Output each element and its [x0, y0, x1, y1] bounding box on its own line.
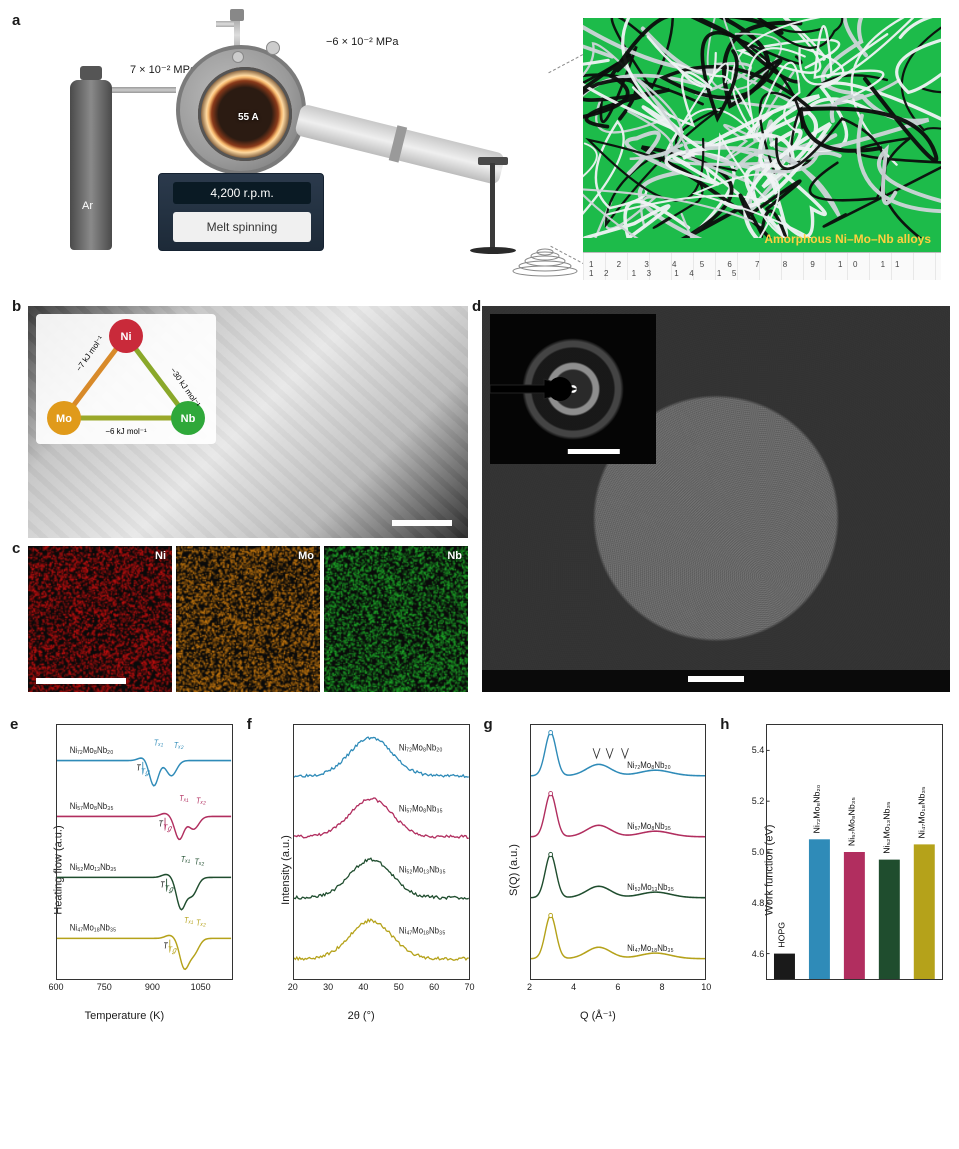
melt-spinning-schematic: 7 × 10⁻² MPa −6 × 10⁻² MPa Ar 55 A 4,200… — [70, 25, 530, 275]
machine-label: Melt spinning — [173, 212, 311, 242]
svg-text:Ni₄₇Mo₁₈Nb₃₅: Ni₄₇Mo₁₈Nb₃₅ — [917, 786, 926, 838]
panel-e: e Heating flow (a.u.) Ni₇₂Mo₈Nb₂₀TT𝑔Tₓ₁T… — [10, 716, 239, 1024]
svg-text:Nb: Nb — [181, 413, 196, 425]
panel-a-label: a — [12, 12, 20, 29]
svg-text:Ni₅₂Mo₁₃Nb₃₅: Ni₅₂Mo₁₃Nb₃₅ — [399, 864, 446, 875]
panel-e-label: e — [10, 716, 18, 733]
gauge-icon — [232, 51, 244, 63]
panel-d-hrtem — [482, 306, 950, 692]
panel-c-eds: Ni Mo Nb — [28, 546, 468, 692]
svg-text:Ni₅₂Mo₁₃Nb₃₅: Ni₅₂Mo₁₃Nb₃₅ — [627, 882, 674, 893]
x-axis-title: 2θ (°) — [348, 1010, 375, 1022]
panel-g: g S(Q) (a.u.) Ni₇₂Mo₈Nb₂₀ Ni₅₇Mo₈Nb₃₅ Ni₅₂… — [484, 716, 713, 1024]
panels-e-to-h-row: e Heating flow (a.u.) Ni₇₂Mo₈Nb₂₀TT𝑔Tₓ₁T… — [10, 716, 949, 1024]
svg-text:Ni₄₇Mo₁₈Nb₃₅: Ni₄₇Mo₁₈Nb₃₅ — [399, 925, 446, 936]
ejection-tube — [294, 103, 506, 185]
scalebar — [36, 678, 126, 684]
svg-text:Ni₄₇Mo₁₈Nb₃₅: Ni₄₇Mo₁₈Nb₃₅ — [627, 943, 674, 954]
argon-label: Ar — [82, 200, 93, 212]
svg-text:Ni₅₇Mo₈Nb₃₅: Ni₅₇Mo₈Nb₃₅ — [70, 800, 114, 811]
svg-text:Ni₇₂Mo₈Nb₂₀: Ni₇₂Mo₈Nb₂₀ — [812, 785, 821, 834]
ribbon-drawing — [583, 18, 941, 238]
eds-map-ni: Ni — [28, 546, 172, 692]
heating-current: 55 A — [238, 112, 259, 123]
eds-map-nb: Nb — [324, 546, 468, 692]
tube-stand — [490, 163, 495, 251]
figure: a 7 × 10⁻² MPa −6 × 10⁻² MPa Ar 55 A — [10, 10, 949, 1024]
x-axis-title: Q (Å⁻¹) — [580, 1009, 616, 1022]
svg-text:Mo: Mo — [56, 413, 72, 425]
svg-text:Tₓ₂: Tₓ₂ — [196, 796, 206, 805]
eds-label: Mo — [298, 550, 314, 562]
panel-f-label: f — [247, 716, 252, 733]
panel-a: a 7 × 10⁻² MPa −6 × 10⁻² MPa Ar 55 A — [10, 10, 949, 290]
panel-h-label: h — [720, 716, 729, 733]
panel-b-label: b — [12, 298, 21, 315]
scalebar — [688, 676, 744, 682]
svg-text:Ni₄₇Mo₁₈Nb₃₅: Ni₄₇Mo₁₈Nb₃₅ — [70, 922, 117, 933]
panel-f: f Intensity (a.u.) Ni₇₂Mo₈Nb₂₀ Ni₅₇Mo₈Nb₃… — [247, 716, 476, 1024]
panel-b-sem: NiMoNb−7 kJ mol⁻¹−30 kJ mol⁻¹−6 kJ mol⁻¹ — [28, 306, 468, 538]
hot-wheel: 55 A — [198, 67, 292, 161]
svg-text:Tₓ₁: Tₓ₁ — [179, 794, 189, 803]
svg-text:Ni₅₇Mo₈Nb₃₅: Ni₅₇Mo₈Nb₃₅ — [847, 797, 856, 846]
svg-text:Ni₅₂Mo₁₃Nb₃₅: Ni₅₂Mo₁₃Nb₃₅ — [70, 861, 117, 872]
beam-stop-icon — [490, 375, 582, 403]
panel-g-label: g — [484, 716, 493, 733]
svg-text:HOPG: HOPG — [777, 922, 786, 948]
vacuum-chamber: 55 A — [176, 45, 306, 175]
svg-text:Ni₅₂Mo₁₃Nb₃₅: Ni₅₂Mo₁₃Nb₃₅ — [882, 801, 891, 853]
chamber-vacuum: −6 × 10⁻² MPa — [326, 35, 398, 48]
ribbon-photo: Amorphous Ni–Mo–Nb alloys 1 2 3 4 5 6 7 … — [583, 18, 941, 280]
y-axis-title: S(Q) (a.u.) — [507, 844, 519, 896]
eds-label: Ni — [155, 550, 166, 562]
svg-text:Tₓ₁: Tₓ₁ — [181, 855, 191, 864]
svg-text:Tₓ₂: Tₓ₂ — [196, 918, 206, 927]
gas-pipe — [112, 87, 176, 93]
svg-text:Ni₇₂Mo₈Nb₂₀: Ni₇₂Mo₈Nb₂₀ — [627, 760, 671, 771]
photo-caption: Amorphous Ni–Mo–Nb alloys — [764, 232, 931, 246]
svg-text:Ni₇₂Mo₈Nb₂₀: Ni₇₂Mo₈Nb₂₀ — [399, 742, 443, 753]
machine-bench: 4,200 r.p.m. Melt spinning — [158, 173, 324, 251]
x-axis-title: Temperature (K) — [85, 1010, 164, 1022]
svg-text:−6 kJ mol⁻¹: −6 kJ mol⁻¹ — [105, 427, 147, 436]
svg-text:Tₓ₂: Tₓ₂ — [195, 857, 205, 866]
eds-map-mo: Mo — [176, 546, 320, 692]
svg-text:Tₓ₁: Tₓ₁ — [184, 916, 194, 925]
ribbon-pile-icon — [510, 245, 580, 277]
svg-text:Ni: Ni — [121, 331, 132, 343]
ruler: 1 2 3 4 5 6 7 8 9 10 11 12 13 14 15 — [583, 252, 941, 280]
gauge-icon — [266, 41, 280, 55]
panel-d-label: d — [472, 298, 481, 315]
saed-inset — [490, 314, 656, 464]
ruler-numbers: 1 2 3 4 5 6 7 8 9 10 11 12 13 14 15 — [583, 260, 941, 278]
svg-text:Tₓ₁: Tₓ₁ — [154, 738, 164, 747]
panel-c-label: c — [12, 540, 20, 557]
panel-h: h Work function (eV) HOPGNi₇₂Mo₈Nb₂₀Ni₅₇… — [720, 716, 949, 1024]
scalebar — [392, 520, 452, 526]
rpm-display: 4,200 r.p.m. — [173, 182, 311, 204]
y-axis-title: Intensity (a.u.) — [280, 835, 292, 905]
eds-label: Nb — [447, 550, 462, 562]
svg-text:Ni₅₇Mo₈Nb₃₅: Ni₅₇Mo₈Nb₃₅ — [627, 821, 671, 832]
svg-text:Ni₇₂Mo₈Nb₂₀: Ni₇₂Mo₈Nb₂₀ — [70, 745, 114, 756]
panels-b-c-d-row: b NiMoNb−7 kJ mol⁻¹−30 kJ mol⁻¹−6 kJ mol… — [10, 298, 949, 708]
scalebar — [568, 449, 620, 454]
enthalpy-triangle: NiMoNb−7 kJ mol⁻¹−30 kJ mol⁻¹−6 kJ mol⁻¹ — [36, 314, 216, 444]
svg-text:Tₓ₂: Tₓ₂ — [174, 740, 184, 749]
argon-tank: Ar — [70, 80, 112, 250]
svg-text:Ni₅₇Mo₈Nb₃₅: Ni₅₇Mo₈Nb₃₅ — [399, 803, 443, 814]
